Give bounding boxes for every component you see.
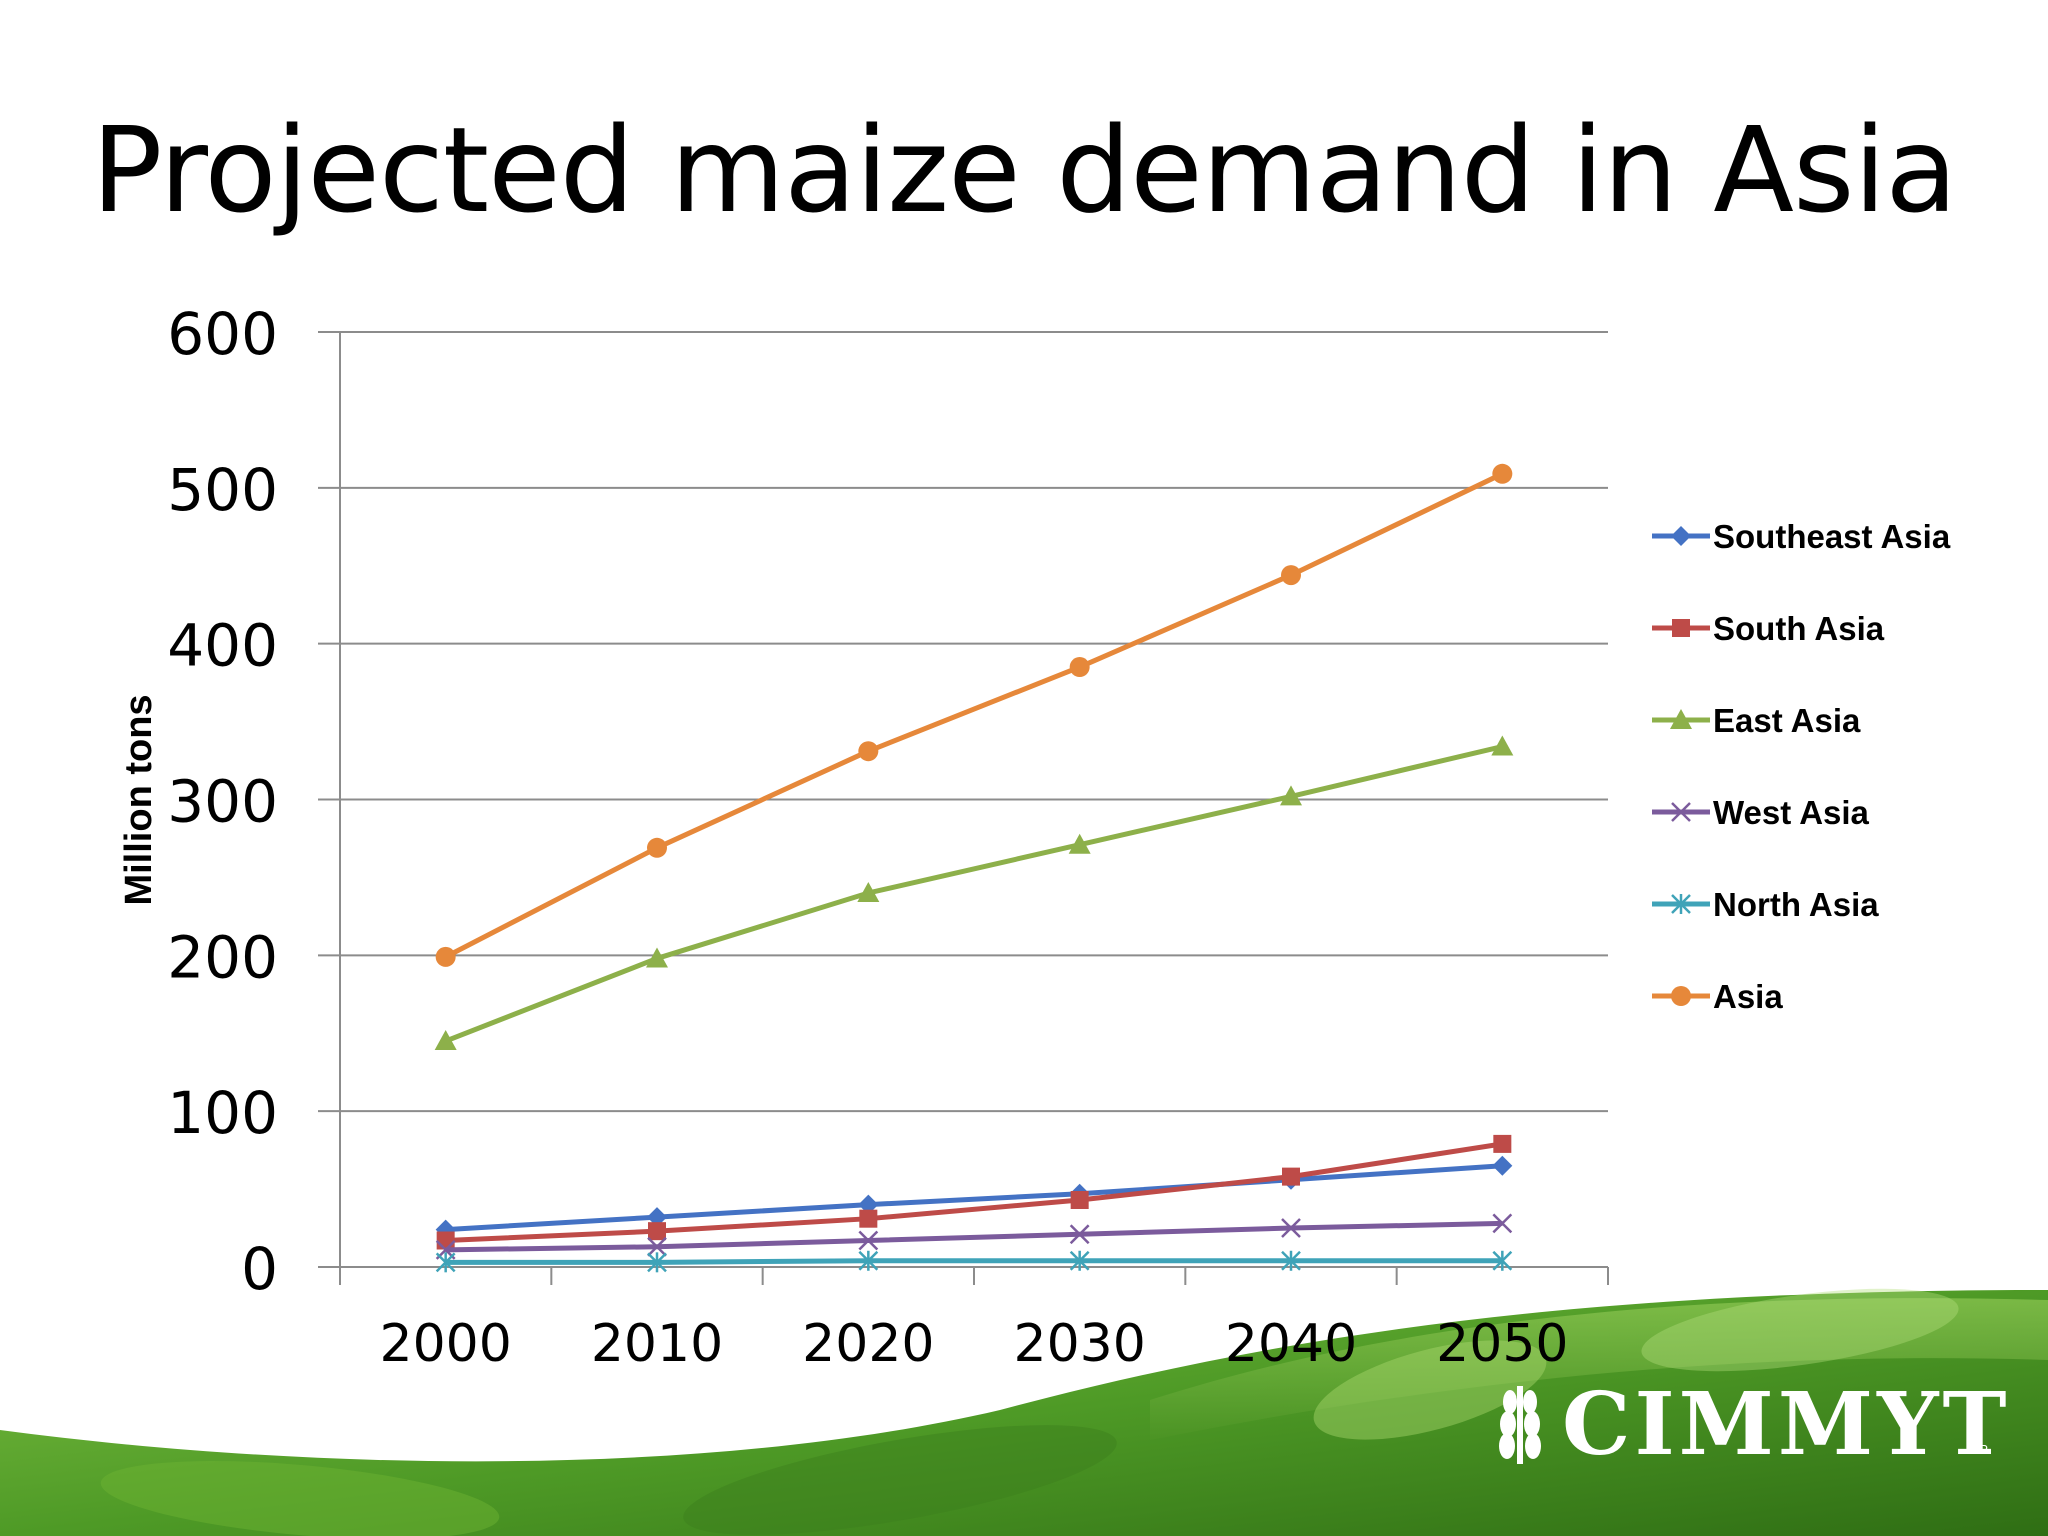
logo-mark-text: MR <box>1968 1442 1989 1457</box>
data-point-west-asia <box>647 1236 667 1257</box>
x-tick-label: 2020 <box>802 1314 934 1374</box>
data-point-west-asia <box>1069 1224 1090 1245</box>
series-line-asia <box>444 471 1504 960</box>
wheat-ear-icon <box>1499 1386 1541 1464</box>
data-point-west-asia-stroke <box>1069 1224 1090 1245</box>
y-tick-label: 100 <box>167 1079 278 1147</box>
slide-title: Projected maize demand in Asia <box>91 101 1957 239</box>
data-point-asia <box>647 837 667 858</box>
data-point-southeast-asia <box>647 1207 667 1228</box>
data-point-east-asia <box>1068 833 1091 854</box>
data-point-west-asia <box>1492 1213 1513 1234</box>
data-point-south-asia <box>436 1231 455 1250</box>
y-axis-label: Million tons <box>118 694 160 905</box>
legend-label-southeast-asia: Southeast Asia <box>1713 518 1951 555</box>
y-tick-label: 200 <box>167 923 278 991</box>
data-point-asia <box>435 946 456 967</box>
x-tick-label: 2050 <box>1436 1314 1568 1374</box>
data-point-west-asia <box>1281 1218 1301 1238</box>
data-point-asia <box>858 741 879 762</box>
data-point-south-asia <box>1493 1134 1512 1153</box>
data-point-east-asia <box>857 882 880 902</box>
data-point-west-asia <box>858 1230 879 1251</box>
series-line-southeast-asia <box>445 1163 1503 1233</box>
x-tick-label: 2040 <box>1225 1314 1357 1374</box>
data-point-asia <box>1281 565 1301 586</box>
data-point-asia <box>1492 463 1513 484</box>
x-tick-label: 2000 <box>379 1314 511 1374</box>
legend-marker-north-asia <box>1671 894 1691 914</box>
x-tick-label: 2010 <box>591 1314 723 1374</box>
y-tick-label: 600 <box>167 300 278 368</box>
data-point-south-asia <box>1070 1190 1089 1209</box>
y-tick-label: 400 <box>167 612 278 680</box>
legend-marker-west-asia-stroke <box>1671 802 1691 822</box>
data-point-west-asia-stroke <box>1281 1218 1301 1238</box>
legend-marker-south-asia <box>1672 619 1690 637</box>
x-tick-label: 2030 <box>1013 1314 1145 1374</box>
data-point-west-asia-stroke <box>1492 1213 1513 1234</box>
data-point-west-asia-stroke <box>647 1236 667 1257</box>
data-point-east-asia <box>646 947 668 968</box>
y-tick-label: 0 <box>241 1235 278 1303</box>
logo-wordmark: CIMMYT <box>1562 1374 2011 1475</box>
legend-marker-southeast-asia <box>1671 526 1691 546</box>
legend-marker-west-asia <box>1671 802 1691 822</box>
data-point-southeast-asia <box>1492 1155 1513 1176</box>
data-point-north-asia <box>1492 1250 1513 1271</box>
data-point-asia <box>1069 657 1090 678</box>
legend-label-south-asia: South Asia <box>1713 610 1885 647</box>
data-point-southeast-asia <box>858 1194 879 1215</box>
series-line-south-asia <box>445 1141 1503 1244</box>
legend-label-asia: Asia <box>1713 978 1783 1015</box>
data-point-south-asia <box>859 1209 878 1228</box>
data-point-north-asia <box>1281 1250 1301 1271</box>
series-line-west-asia <box>445 1220 1503 1253</box>
y-tick-label: 500 <box>167 456 278 524</box>
data-point-south-asia <box>1282 1167 1300 1186</box>
y-tick-label: 300 <box>167 768 278 836</box>
data-point-north-asia <box>647 1252 667 1273</box>
data-point-west-asia-stroke <box>858 1230 879 1251</box>
legend-label-west-asia: West Asia <box>1713 794 1870 831</box>
legend-marker-asia <box>1671 986 1691 1006</box>
series-line-north-asia <box>445 1258 1503 1265</box>
data-point-north-asia <box>1069 1250 1090 1271</box>
cimmyt-logo: CIMMYT MR <box>1490 1380 2010 1470</box>
data-point-north-asia <box>858 1250 879 1271</box>
data-point-north-asia <box>435 1252 456 1273</box>
legend-marker-east-asia <box>1670 709 1692 729</box>
legend-label-east-asia: East Asia <box>1713 702 1861 739</box>
series-line-east-asia <box>444 744 1503 1044</box>
legend-label-north-asia: North Asia <box>1713 886 1879 923</box>
data-point-east-asia <box>1491 735 1514 756</box>
data-point-east-asia <box>434 1030 457 1051</box>
data-point-east-asia <box>1280 785 1302 806</box>
data-point-south-asia <box>648 1222 666 1241</box>
